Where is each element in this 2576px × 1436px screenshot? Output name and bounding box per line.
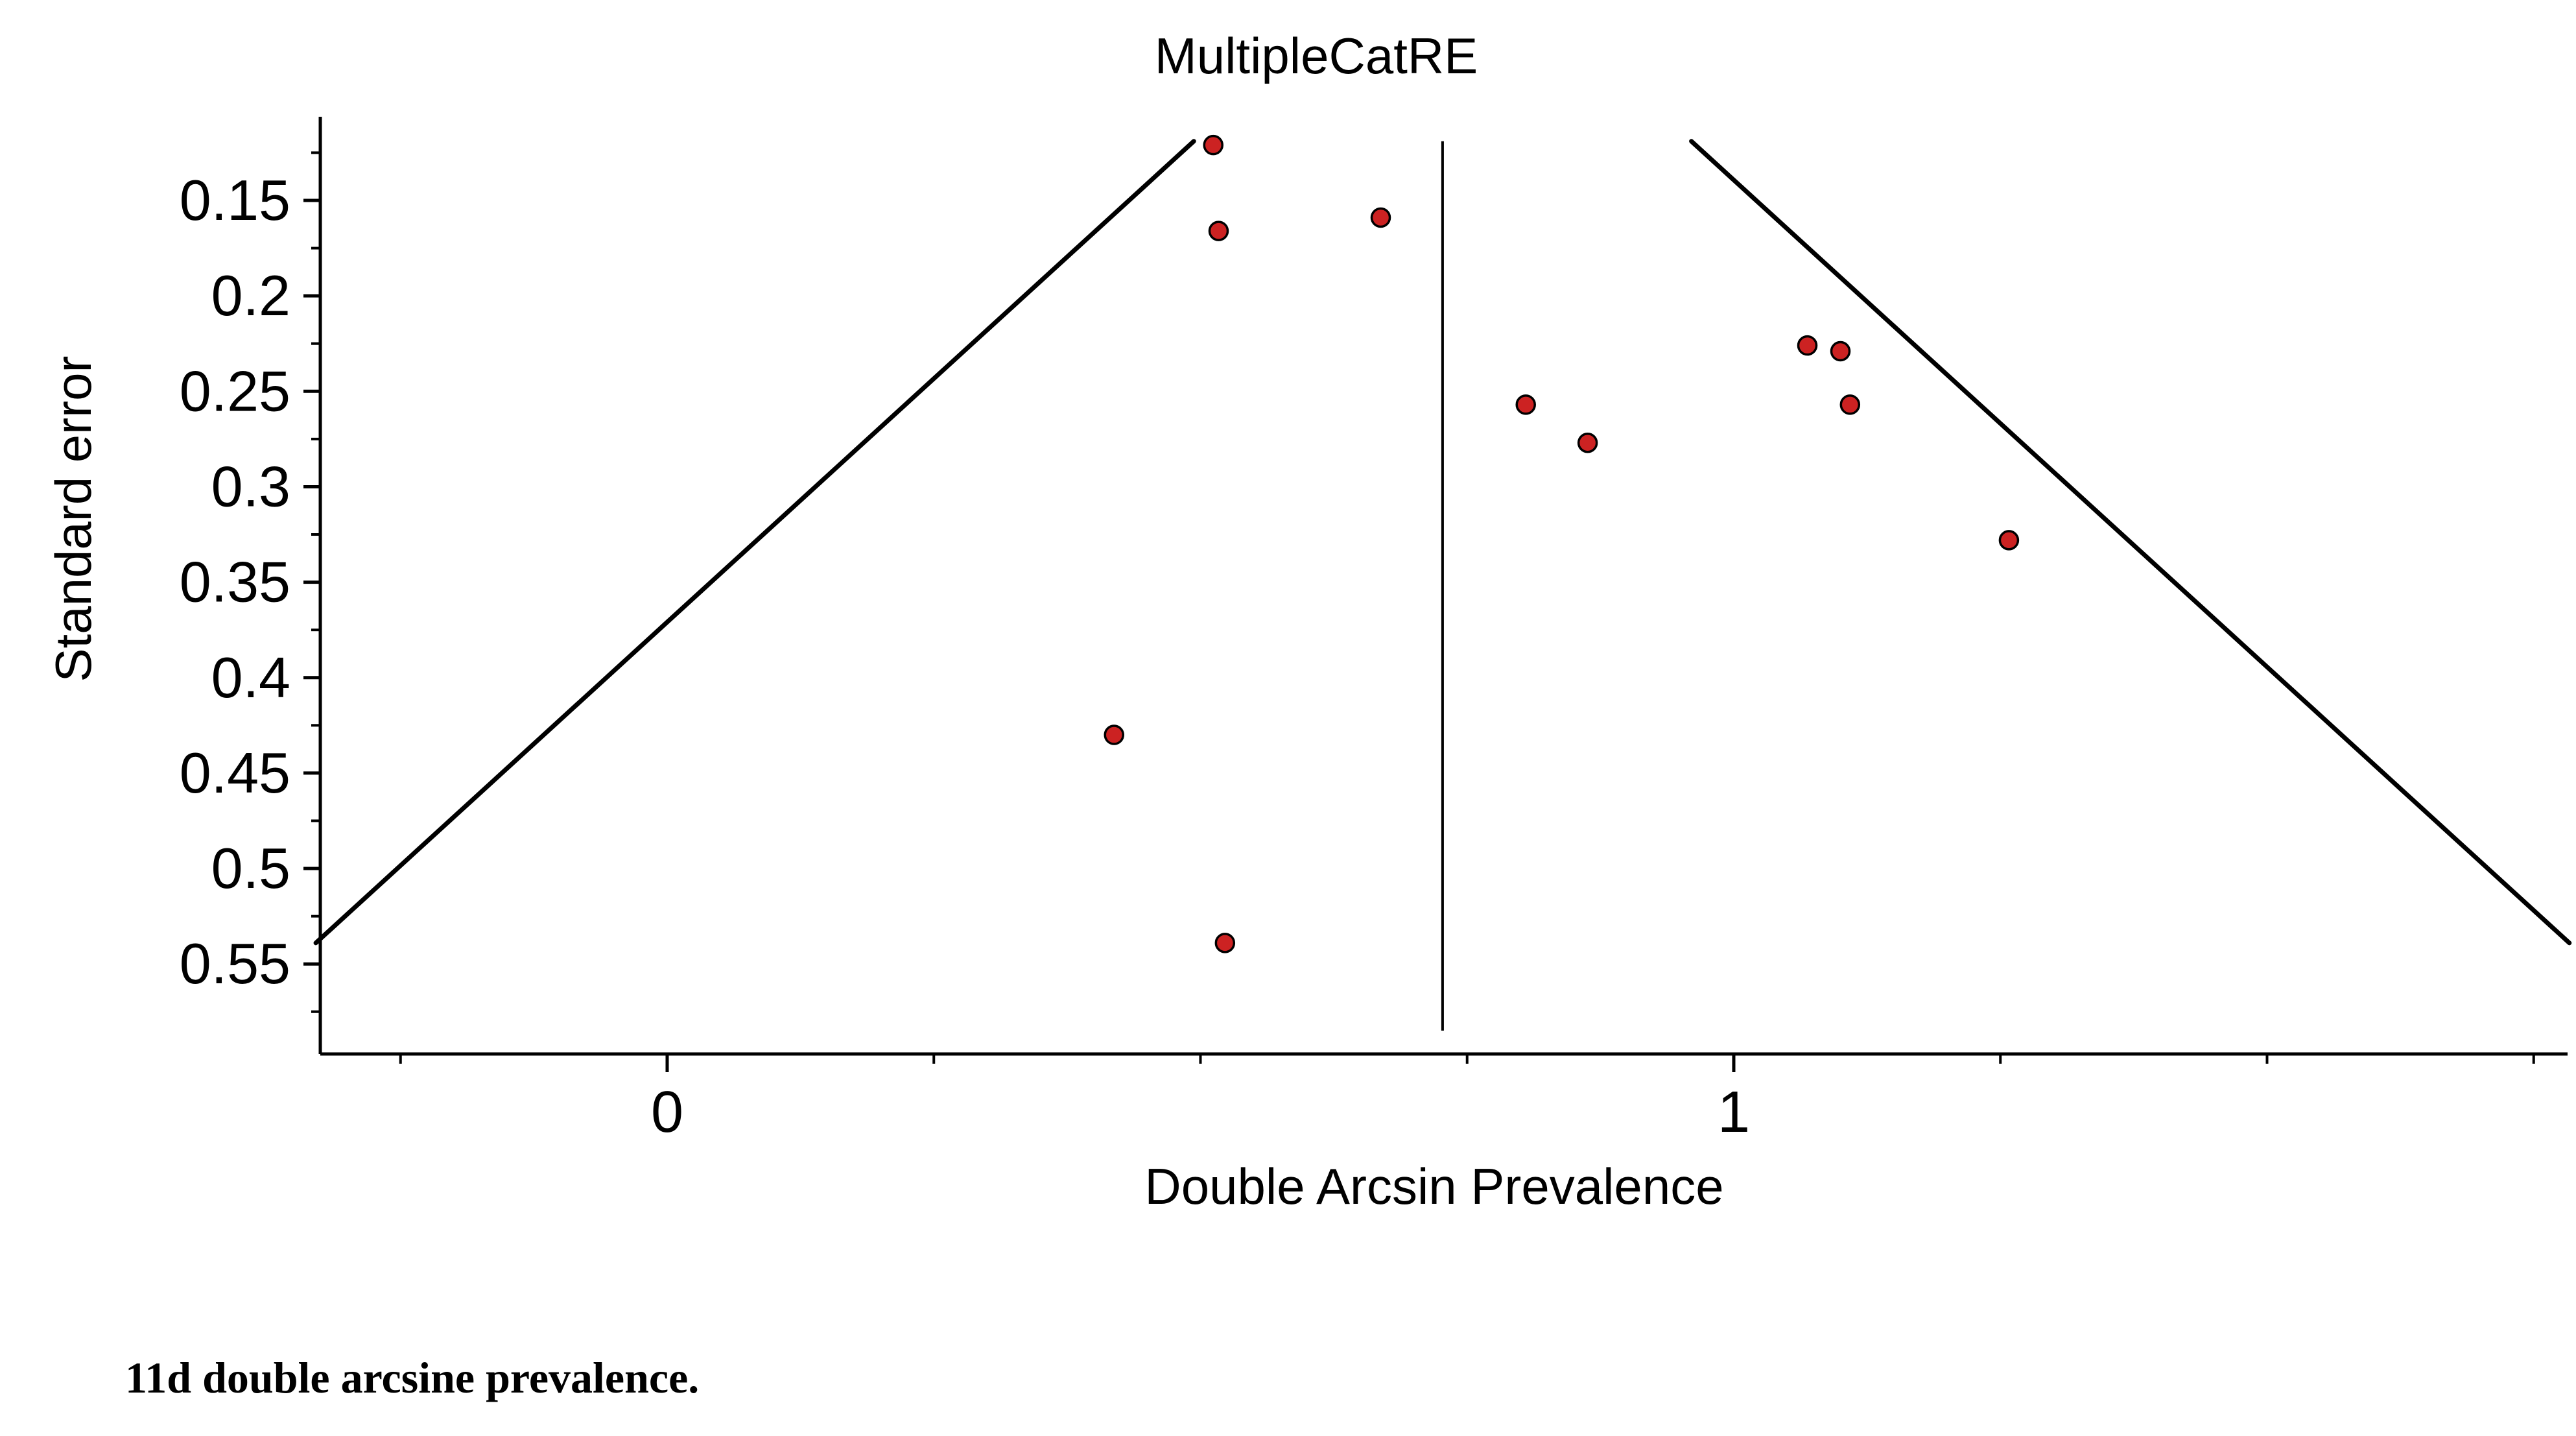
y-tick-label: 0.55: [180, 931, 290, 996]
funnel-lines: [313, 139, 2572, 1031]
data-point: [1370, 207, 1391, 228]
data-point: [1104, 724, 1125, 745]
funnel-right-limit-line: [1689, 139, 2572, 946]
y-tick-label: 0.4: [211, 645, 290, 710]
y-tick-label: 0.5: [211, 836, 290, 900]
x-tick-label: 1: [1718, 1080, 1750, 1145]
y-tick-label: 0.25: [180, 359, 290, 423]
y-tick-label: 0.15: [180, 168, 290, 232]
y-tick-label: 0.3: [211, 454, 290, 518]
data-points: [1104, 134, 2020, 953]
data-point: [1515, 394, 1536, 415]
x-tick-label: 0: [651, 1080, 683, 1145]
y-tick-label: 0.2: [211, 263, 290, 328]
data-point: [1577, 433, 1598, 453]
chart-title: MultipleCatRE: [1155, 27, 1478, 84]
data-point: [1214, 933, 1236, 953]
funnel-left-limit-line: [313, 139, 1196, 946]
y-axis-label: Standard error: [45, 356, 102, 682]
y-tick-label: 0.35: [180, 550, 290, 614]
data-point: [1998, 530, 2020, 551]
data-point: [1208, 221, 1229, 241]
x-axis-label: Double Arcsin Prevalence: [1144, 1158, 1723, 1215]
data-point: [1839, 394, 1861, 415]
axes: 0.15 0.2 0.25 0.3 0.35 0.4 0.45 0.5 0.55 0 1: [180, 117, 2568, 1145]
data-point: [1797, 335, 1818, 356]
figure-caption: 11d double arcsine prevalence.: [125, 1353, 699, 1402]
y-tick-label: 0.45: [180, 741, 290, 805]
data-point: [1203, 134, 1223, 156]
data-point: [1830, 341, 1851, 362]
